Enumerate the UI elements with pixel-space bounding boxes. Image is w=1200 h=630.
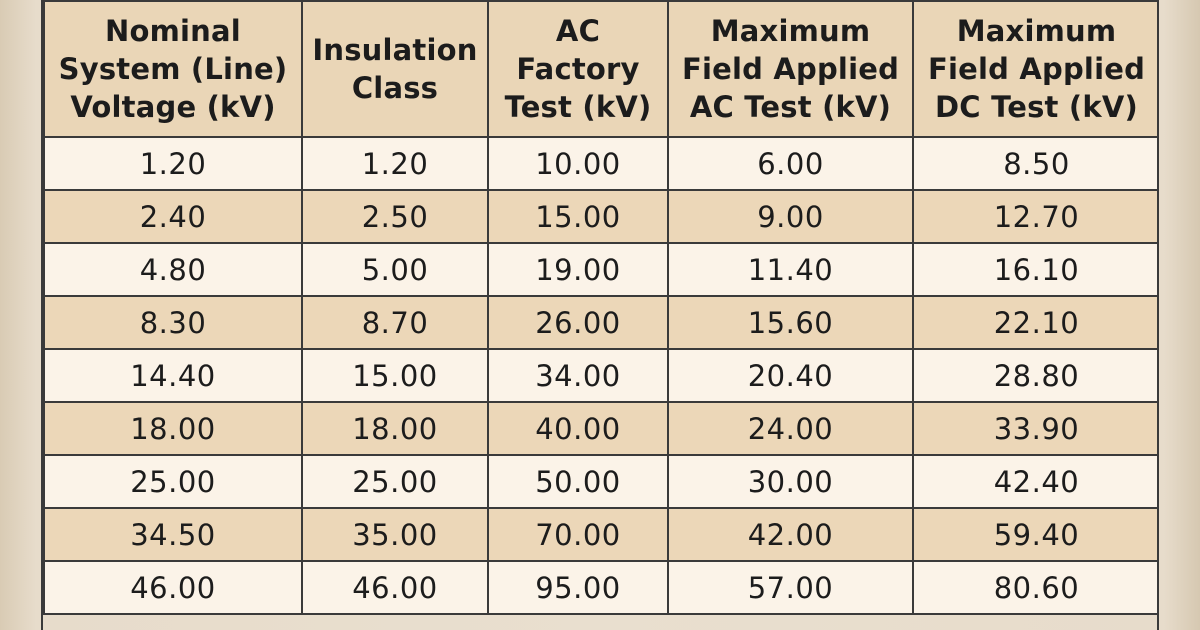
insulation-class-cell: 25.00 bbox=[301, 454, 489, 509]
insulation-class-cell: 8.70 bbox=[301, 295, 489, 350]
table-row: 1.20 1.20 10.00 6.00 8.50 bbox=[43, 136, 1157, 191]
ac-factory-test-cell: 40.00 bbox=[487, 401, 669, 456]
nominal-voltage-cell: 46.00 bbox=[43, 560, 303, 615]
table-row: 34.50 35.00 70.00 42.00 59.40 bbox=[43, 507, 1157, 562]
insulation-class-cell: 15.00 bbox=[301, 348, 489, 403]
nominal-voltage-cell: 25.00 bbox=[43, 454, 303, 509]
insulation-class-cell: 2.50 bbox=[301, 189, 489, 244]
max-field-dc-test-cell: 80.60 bbox=[912, 560, 1157, 615]
ac-factory-test-cell: 10.00 bbox=[487, 136, 669, 191]
max-field-dc-test-cell: 28.80 bbox=[912, 348, 1157, 403]
header-line: Maximum Field Applied DC Test (kV) bbox=[927, 14, 1146, 124]
table-row: 14.40 15.00 34.00 20.40 28.80 bbox=[43, 348, 1157, 403]
table-row: 2.40 2.50 15.00 9.00 12.70 bbox=[43, 189, 1157, 244]
header-line: Nominal System (Line) Voltage (kV) bbox=[58, 14, 288, 124]
table-row: 25.00 25.00 50.00 30.00 42.40 bbox=[43, 454, 1157, 509]
table-row: 46.00 46.00 95.00 57.00 80.60 bbox=[43, 560, 1157, 615]
max-field-ac-test-cell: 24.00 bbox=[667, 401, 914, 456]
insulation-class-cell: 35.00 bbox=[301, 507, 489, 562]
header-max-field-dc-test: Maximum Field Applied DC Test (kV) bbox=[912, 0, 1157, 138]
table-row: 8.30 8.70 26.00 15.60 22.10 bbox=[43, 295, 1157, 350]
ac-factory-test-cell: 19.00 bbox=[487, 242, 669, 297]
ac-factory-test-cell: 50.00 bbox=[487, 454, 669, 509]
nominal-voltage-cell: 18.00 bbox=[43, 401, 303, 456]
test-voltage-table: Nominal System (Line) Voltage (kV) Insul… bbox=[43, 0, 1157, 615]
insulation-class-cell: 1.20 bbox=[301, 136, 489, 191]
insulation-class-cell: 5.00 bbox=[301, 242, 489, 297]
header-line: Maximum Field Applied AC Test (kV) bbox=[681, 14, 900, 124]
table-row: 4.80 5.00 19.00 11.40 16.10 bbox=[43, 242, 1157, 297]
header-line: AC Factory Test (kV) bbox=[504, 14, 652, 124]
ac-factory-test-cell: 15.00 bbox=[487, 189, 669, 244]
ac-factory-test-cell: 95.00 bbox=[487, 560, 669, 615]
table-header: Nominal System (Line) Voltage (kV) Insul… bbox=[43, 0, 1157, 138]
max-field-dc-test-cell: 42.40 bbox=[912, 454, 1157, 509]
nominal-voltage-cell: 1.20 bbox=[43, 136, 303, 191]
nominal-voltage-cell: 2.40 bbox=[43, 189, 303, 244]
test-voltage-table-container: Nominal System (Line) Voltage (kV) Insul… bbox=[41, 0, 1159, 630]
max-field-dc-test-cell: 12.70 bbox=[912, 189, 1157, 244]
insulation-class-cell: 46.00 bbox=[301, 560, 489, 615]
max-field-dc-test-cell: 8.50 bbox=[912, 136, 1157, 191]
nominal-voltage-cell: 4.80 bbox=[43, 242, 303, 297]
max-field-dc-test-cell: 22.10 bbox=[912, 295, 1157, 350]
max-field-ac-test-cell: 57.00 bbox=[667, 560, 914, 615]
ac-factory-test-cell: 34.00 bbox=[487, 348, 669, 403]
max-field-ac-test-cell: 9.00 bbox=[667, 189, 914, 244]
header-nominal-system-voltage: Nominal System (Line) Voltage (kV) bbox=[43, 0, 303, 138]
max-field-dc-test-cell: 33.90 bbox=[912, 401, 1157, 456]
table-row: 18.00 18.00 40.00 24.00 33.90 bbox=[43, 401, 1157, 456]
table-body: 1.20 1.20 10.00 6.00 8.50 2.40 2.50 15.00 9.00 12… bbox=[43, 136, 1157, 615]
header-max-field-ac-test: Maximum Field Applied AC Test (kV) bbox=[667, 0, 914, 138]
header-insulation-class: Insulation Class bbox=[301, 0, 489, 138]
nominal-voltage-cell: 34.50 bbox=[43, 507, 303, 562]
max-field-ac-test-cell: 15.60 bbox=[667, 295, 914, 350]
max-field-ac-test-cell: 20.40 bbox=[667, 348, 914, 403]
nominal-voltage-cell: 14.40 bbox=[43, 348, 303, 403]
header-ac-factory-test: AC Factory Test (kV) bbox=[487, 0, 669, 138]
max-field-ac-test-cell: 11.40 bbox=[667, 242, 914, 297]
max-field-dc-test-cell: 59.40 bbox=[912, 507, 1157, 562]
max-field-ac-test-cell: 6.00 bbox=[667, 136, 914, 191]
max-field-dc-test-cell: 16.10 bbox=[912, 242, 1157, 297]
insulation-class-cell: 18.00 bbox=[301, 401, 489, 456]
ac-factory-test-cell: 26.00 bbox=[487, 295, 669, 350]
header-row: Nominal System (Line) Voltage (kV) Insul… bbox=[43, 0, 1157, 138]
max-field-ac-test-cell: 30.00 bbox=[667, 454, 914, 509]
ac-factory-test-cell: 70.00 bbox=[487, 507, 669, 562]
nominal-voltage-cell: 8.30 bbox=[43, 295, 303, 350]
header-line: Insulation Class bbox=[312, 33, 478, 105]
max-field-ac-test-cell: 42.00 bbox=[667, 507, 914, 562]
